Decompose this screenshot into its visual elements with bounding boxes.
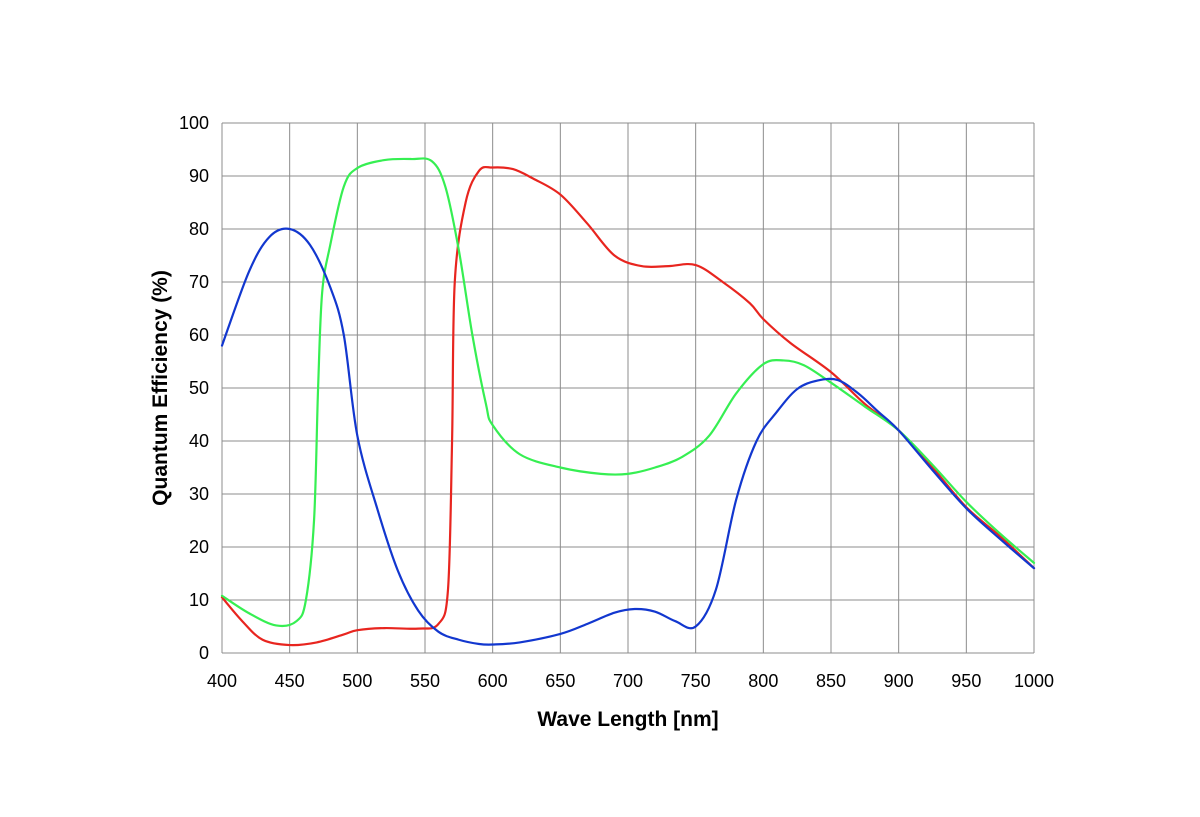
x-tick-label: 450 (275, 671, 305, 691)
y-tick-label: 70 (189, 272, 209, 292)
grid (221, 122, 1035, 654)
x-tick-label: 550 (410, 671, 440, 691)
x-tick-label: 1000 (1014, 671, 1054, 691)
y-tick-label: 0 (199, 643, 209, 663)
x-tick-label: 600 (478, 671, 508, 691)
x-tick-label: 850 (816, 671, 846, 691)
x-tick-label: 950 (951, 671, 981, 691)
green-curve (220, 157, 1036, 628)
y-tick-label: 30 (189, 484, 209, 504)
y-tick-label: 90 (189, 166, 209, 186)
y-tick-label: 80 (189, 219, 209, 239)
x-tick-label: 750 (681, 671, 711, 691)
y-tick-label: 50 (189, 378, 209, 398)
y-tick-label: 10 (189, 590, 209, 610)
tick-labels: 400 450 500 550 600 650 700 750 800 850 900 950 1000… (179, 113, 1054, 691)
x-tick-label: 400 (207, 671, 237, 691)
y-tick-label: 40 (189, 431, 209, 451)
y-tick-label: 20 (189, 537, 209, 557)
red-curve (220, 165, 1036, 647)
x-tick-label: 650 (545, 671, 575, 691)
y-tick-label: 100 (179, 113, 209, 133)
x-axis-title: Wave Length [nm] (537, 708, 718, 731)
x-tick-label: 900 (884, 671, 914, 691)
x-tick-label: 700 (613, 671, 643, 691)
y-tick-label: 60 (189, 325, 209, 345)
x-tick-label: 800 (748, 671, 778, 691)
x-tick-label: 500 (342, 671, 372, 691)
y-axis-title: Quantum Efficiency (%) (149, 270, 172, 506)
blue-curve (220, 227, 1036, 646)
series-layer (220, 157, 1036, 647)
